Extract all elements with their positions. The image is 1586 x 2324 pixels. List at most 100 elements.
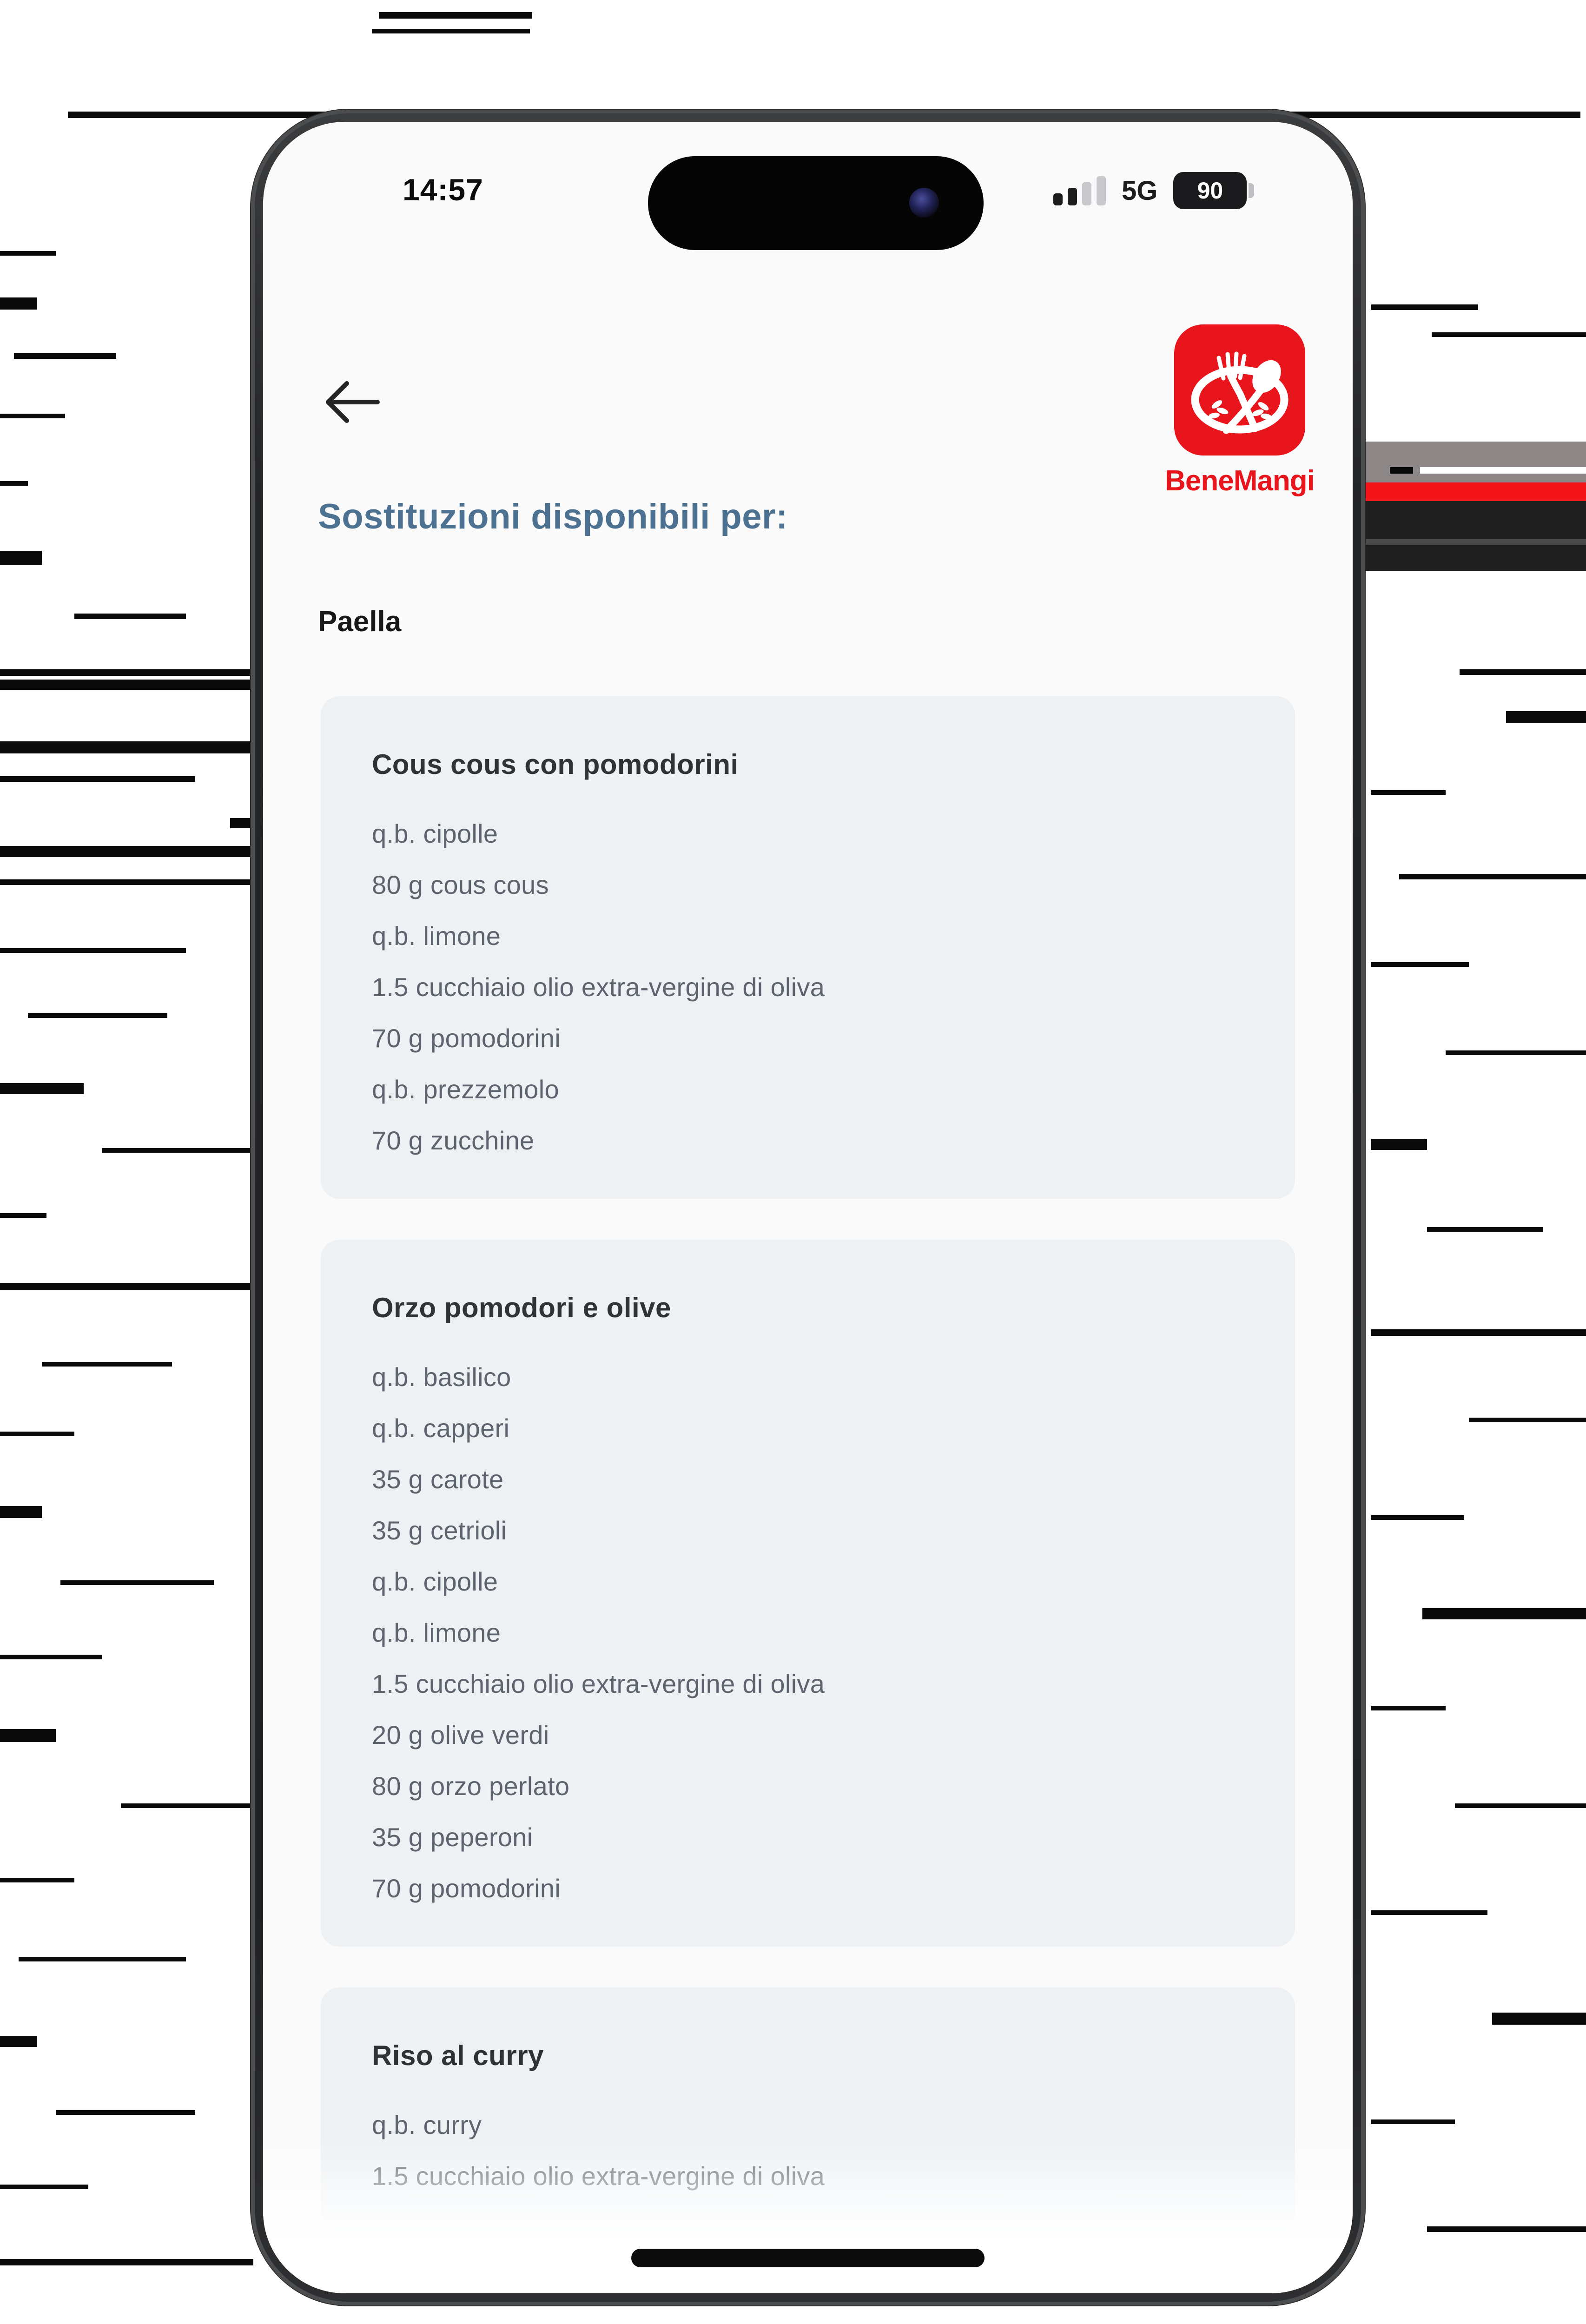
glitch-line — [0, 297, 37, 310]
substitution-list: Cous cous con pomodorini q.b. cipolle 80 g… — [321, 696, 1295, 2275]
network-type-label: 5G — [1122, 175, 1158, 206]
glitch-line — [1390, 467, 1413, 474]
dynamic-island — [648, 156, 984, 250]
battery-icon: 90 — [1173, 172, 1255, 209]
recipe-name: Paella — [318, 606, 402, 638]
glitch-line — [0, 1878, 74, 1882]
substitution-title: Orzo pomodori e olive — [372, 1292, 671, 1323]
ingredient-line: 1.5 cucchiaio olio extra-vergine di oliv… — [372, 972, 825, 1002]
glitch-line — [0, 551, 42, 565]
glitch-line — [56, 2110, 195, 2115]
front-camera-icon — [909, 188, 939, 218]
home-indicator[interactable] — [631, 2249, 985, 2267]
brand-name: BeneMangi — [1165, 465, 1315, 497]
glitch-line — [372, 29, 530, 33]
glitch-line — [1460, 669, 1586, 675]
glitch-line — [0, 2185, 88, 2189]
back-arrow-icon — [326, 381, 380, 423]
glitch-line — [0, 741, 253, 753]
glitch-line — [1371, 1706, 1446, 1710]
battery-nub — [1249, 183, 1255, 198]
ingredient-line: 1.5 cucchiaio olio extra-vergine di oliv… — [372, 2161, 825, 2191]
ingredient-line: 70 g pomodorini — [372, 1874, 561, 1903]
glitch-line — [1427, 2226, 1586, 2232]
glitch-line — [0, 1506, 42, 1518]
ingredient-line: q.b. curry — [372, 2110, 482, 2139]
glitch-line — [19, 1957, 186, 1961]
glitch-line — [0, 2259, 253, 2265]
ingredient-line: q.b. cipolle — [372, 1567, 498, 1596]
ingredient-line: 70 g pomodorini — [372, 1023, 561, 1053]
glitch-line — [1371, 2119, 1455, 2124]
glitch-line — [0, 948, 186, 953]
substitution-title: Riso al curry — [372, 2040, 544, 2071]
glitch-line — [0, 776, 195, 782]
page-title: Sostituzioni disponibili per: — [318, 497, 788, 536]
ingredient-line: 35 g carote — [372, 1465, 504, 1494]
status-bar-right: 5G 90 — [1053, 172, 1255, 209]
ingredient-line: q.b. cipolle — [372, 819, 498, 848]
glitch-line — [121, 1803, 251, 1808]
glitch-line — [60, 1580, 214, 1585]
ingredient-line: q.b. limone — [372, 1618, 501, 1647]
glitch-line — [0, 1432, 74, 1436]
glitch-line — [74, 614, 186, 619]
status-time: 14:57 — [403, 172, 483, 207]
glitch-line — [1506, 711, 1586, 723]
glitch-line — [0, 1213, 46, 1218]
back-button[interactable] — [323, 376, 383, 428]
ingredient-line: 70 g zucchine — [372, 1126, 535, 1155]
glitch-line — [14, 353, 116, 359]
glitch-line — [1492, 2013, 1586, 2025]
glitch-line — [1422, 1608, 1586, 1619]
ingredient-list: q.b. basilico q.b. capperi 35 g carote 35 g… — [372, 1352, 1253, 1914]
plate-fork-spoon-icon — [1174, 324, 1305, 456]
glitch-line — [0, 1083, 84, 1094]
glitch-line — [0, 846, 253, 857]
ingredient-list: q.b. curry 1.5 cucchiaio olio extra-vergi… — [372, 2100, 1253, 2202]
glitch-line — [1365, 482, 1586, 501]
glitch-line — [230, 818, 253, 828]
ingredient-line: 20 g olive verdi — [372, 1720, 549, 1750]
glitch-line — [1365, 501, 1586, 571]
glitch-line — [0, 1655, 102, 1659]
battery-percent: 90 — [1197, 178, 1223, 204]
glitch-line — [1446, 1050, 1586, 1055]
phone-screen: 14:57 5G 90 — [263, 122, 1353, 2293]
ingredient-line: q.b. limone — [372, 921, 501, 951]
glitch-line — [0, 1729, 56, 1742]
glitch-line — [1427, 1227, 1543, 1232]
glitch-line — [1371, 1910, 1487, 1915]
glitch-line — [1469, 1418, 1586, 1422]
substitution-card[interactable]: Riso al curry q.b. curry 1.5 cucchiaio oli… — [321, 1987, 1295, 2234]
glitch-line — [0, 669, 253, 676]
glitch-line — [1365, 442, 1586, 482]
glitch-line — [1371, 1515, 1464, 1520]
glitch-line — [0, 1283, 253, 1290]
glitch-line — [1432, 332, 1586, 337]
glitch-line — [0, 481, 28, 486]
glitch-line — [1420, 467, 1586, 474]
ingredient-line: 80 g orzo perlato — [372, 1771, 570, 1801]
glitch-line — [1371, 1139, 1427, 1150]
glitch-line — [1399, 874, 1586, 879]
glitch-line — [1371, 304, 1478, 310]
substitution-card[interactable]: Orzo pomodori e olive q.b. basilico q.b. c… — [321, 1240, 1295, 1947]
glitch-line — [42, 1362, 172, 1367]
ingredient-line: q.b. capperi — [372, 1413, 510, 1443]
glitch-line — [1371, 790, 1446, 795]
cellular-signal-icon — [1053, 176, 1106, 205]
glitch-line — [0, 680, 253, 690]
glitch-line — [28, 1013, 167, 1018]
glitch-line — [1371, 962, 1469, 967]
glitch-line — [102, 1148, 251, 1153]
glitch-line — [1365, 539, 1586, 545]
app-logo-block: BeneMangi — [1137, 324, 1342, 497]
ingredient-line: q.b. prezzemolo — [372, 1075, 559, 1104]
ingredient-line: 1.5 cucchiaio olio extra-vergine di oliv… — [372, 1669, 825, 1698]
glitch-line — [1455, 1803, 1586, 1808]
ingredient-line: 35 g cetrioli — [372, 1516, 507, 1545]
substitution-card[interactable]: Cous cous con pomodorini q.b. cipolle 80 g… — [321, 696, 1295, 1199]
ingredient-line: 80 g cous cous — [372, 870, 549, 899]
ingredient-line: q.b. basilico — [372, 1362, 511, 1392]
